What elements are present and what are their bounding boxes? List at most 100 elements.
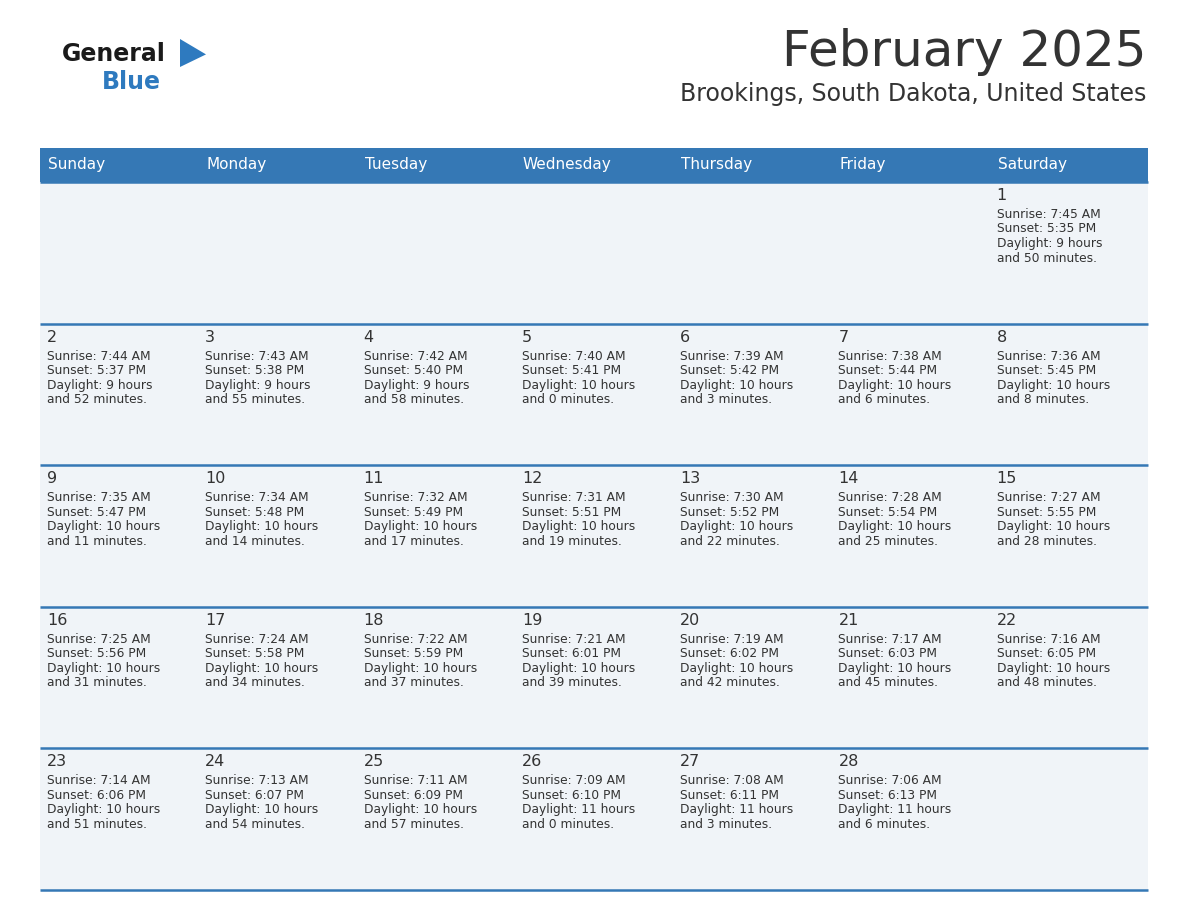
Text: 20: 20: [681, 613, 701, 628]
Text: Sunrise: 7:09 AM: Sunrise: 7:09 AM: [522, 775, 626, 788]
Text: Sunrise: 7:24 AM: Sunrise: 7:24 AM: [206, 633, 309, 645]
Bar: [514, 465, 674, 607]
Bar: [832, 607, 990, 748]
Text: Sunset: 6:03 PM: Sunset: 6:03 PM: [839, 647, 937, 660]
Text: and 6 minutes.: and 6 minutes.: [839, 818, 930, 831]
Text: Wednesday: Wednesday: [523, 158, 612, 173]
Text: Daylight: 10 hours: Daylight: 10 hours: [364, 803, 476, 816]
Text: and 3 minutes.: and 3 minutes.: [681, 393, 772, 406]
Text: Sunrise: 7:35 AM: Sunrise: 7:35 AM: [48, 491, 151, 504]
Text: Sunrise: 7:32 AM: Sunrise: 7:32 AM: [364, 491, 467, 504]
Bar: [514, 182, 674, 324]
Text: Sunrise: 7:28 AM: Sunrise: 7:28 AM: [839, 491, 942, 504]
Text: Daylight: 10 hours: Daylight: 10 hours: [997, 521, 1110, 533]
Text: and 34 minutes.: and 34 minutes.: [206, 677, 305, 689]
Text: Sunrise: 7:40 AM: Sunrise: 7:40 AM: [522, 350, 626, 363]
Text: Sunrise: 7:34 AM: Sunrise: 7:34 AM: [206, 491, 309, 504]
Bar: [514, 324, 674, 465]
Text: and 14 minutes.: and 14 minutes.: [206, 534, 305, 548]
Bar: [40, 324, 198, 465]
Text: Sunrise: 7:27 AM: Sunrise: 7:27 AM: [997, 491, 1100, 504]
Text: Sunrise: 7:19 AM: Sunrise: 7:19 AM: [681, 633, 784, 645]
Text: and 54 minutes.: and 54 minutes.: [206, 818, 305, 831]
Text: Daylight: 10 hours: Daylight: 10 hours: [48, 662, 160, 675]
Text: Daylight: 10 hours: Daylight: 10 hours: [364, 521, 476, 533]
Text: Sunrise: 7:43 AM: Sunrise: 7:43 AM: [206, 350, 309, 363]
Bar: [832, 148, 990, 182]
Bar: [356, 324, 514, 465]
Bar: [356, 748, 514, 890]
Text: Daylight: 10 hours: Daylight: 10 hours: [48, 521, 160, 533]
Text: 27: 27: [681, 755, 701, 769]
Text: Sunrise: 7:17 AM: Sunrise: 7:17 AM: [839, 633, 942, 645]
Text: Daylight: 10 hours: Daylight: 10 hours: [206, 803, 318, 816]
Bar: [990, 148, 1148, 182]
Text: 28: 28: [839, 755, 859, 769]
Text: Sunset: 5:48 PM: Sunset: 5:48 PM: [206, 506, 304, 519]
Text: Blue: Blue: [102, 70, 162, 94]
Bar: [514, 148, 674, 182]
Text: Daylight: 10 hours: Daylight: 10 hours: [681, 521, 794, 533]
Text: Sunrise: 7:44 AM: Sunrise: 7:44 AM: [48, 350, 151, 363]
Bar: [356, 148, 514, 182]
Text: and 8 minutes.: and 8 minutes.: [997, 393, 1089, 406]
Text: Sunset: 6:10 PM: Sunset: 6:10 PM: [522, 789, 621, 802]
Bar: [990, 748, 1148, 890]
Text: 17: 17: [206, 613, 226, 628]
Text: Sunrise: 7:06 AM: Sunrise: 7:06 AM: [839, 775, 942, 788]
Bar: [40, 465, 198, 607]
Bar: [514, 748, 674, 890]
Text: 5: 5: [522, 330, 532, 344]
Text: and 58 minutes.: and 58 minutes.: [364, 393, 463, 406]
Text: and 17 minutes.: and 17 minutes.: [364, 534, 463, 548]
Text: Daylight: 9 hours: Daylight: 9 hours: [364, 378, 469, 392]
Text: Sunrise: 7:36 AM: Sunrise: 7:36 AM: [997, 350, 1100, 363]
Text: and 3 minutes.: and 3 minutes.: [681, 818, 772, 831]
Text: 16: 16: [48, 613, 68, 628]
Text: and 45 minutes.: and 45 minutes.: [839, 677, 939, 689]
Text: Daylight: 9 hours: Daylight: 9 hours: [206, 378, 311, 392]
Text: Daylight: 10 hours: Daylight: 10 hours: [364, 662, 476, 675]
Bar: [674, 182, 832, 324]
Text: Sunrise: 7:39 AM: Sunrise: 7:39 AM: [681, 350, 784, 363]
Text: Sunday: Sunday: [48, 158, 105, 173]
Text: and 25 minutes.: and 25 minutes.: [839, 534, 939, 548]
Bar: [674, 324, 832, 465]
Text: 6: 6: [681, 330, 690, 344]
Text: Sunrise: 7:45 AM: Sunrise: 7:45 AM: [997, 208, 1100, 221]
Text: and 6 minutes.: and 6 minutes.: [839, 393, 930, 406]
Text: Daylight: 10 hours: Daylight: 10 hours: [839, 378, 952, 392]
Bar: [356, 607, 514, 748]
Text: 25: 25: [364, 755, 384, 769]
Text: and 48 minutes.: and 48 minutes.: [997, 677, 1097, 689]
Bar: [40, 148, 198, 182]
Text: 24: 24: [206, 755, 226, 769]
Text: and 37 minutes.: and 37 minutes.: [364, 677, 463, 689]
Text: Daylight: 10 hours: Daylight: 10 hours: [681, 662, 794, 675]
Text: Sunrise: 7:31 AM: Sunrise: 7:31 AM: [522, 491, 626, 504]
Text: and 0 minutes.: and 0 minutes.: [522, 393, 614, 406]
Text: and 28 minutes.: and 28 minutes.: [997, 534, 1097, 548]
Bar: [674, 148, 832, 182]
Text: Daylight: 10 hours: Daylight: 10 hours: [997, 662, 1110, 675]
Text: Sunset: 5:35 PM: Sunset: 5:35 PM: [997, 222, 1097, 236]
Text: Sunset: 6:06 PM: Sunset: 6:06 PM: [48, 789, 146, 802]
Text: Sunset: 5:56 PM: Sunset: 5:56 PM: [48, 647, 146, 660]
Bar: [832, 182, 990, 324]
Text: Sunrise: 7:16 AM: Sunrise: 7:16 AM: [997, 633, 1100, 645]
Text: Daylight: 9 hours: Daylight: 9 hours: [997, 237, 1102, 250]
Text: General: General: [62, 42, 166, 66]
Bar: [356, 182, 514, 324]
Bar: [40, 607, 198, 748]
Text: Sunset: 6:02 PM: Sunset: 6:02 PM: [681, 647, 779, 660]
Text: 13: 13: [681, 471, 701, 487]
Bar: [674, 465, 832, 607]
Text: Sunset: 5:52 PM: Sunset: 5:52 PM: [681, 506, 779, 519]
Text: and 50 minutes.: and 50 minutes.: [997, 252, 1097, 264]
Text: and 22 minutes.: and 22 minutes.: [681, 534, 781, 548]
Text: Sunset: 5:45 PM: Sunset: 5:45 PM: [997, 364, 1097, 377]
Text: Sunset: 5:44 PM: Sunset: 5:44 PM: [839, 364, 937, 377]
Text: Tuesday: Tuesday: [365, 158, 426, 173]
Text: 15: 15: [997, 471, 1017, 487]
Text: 2: 2: [48, 330, 57, 344]
